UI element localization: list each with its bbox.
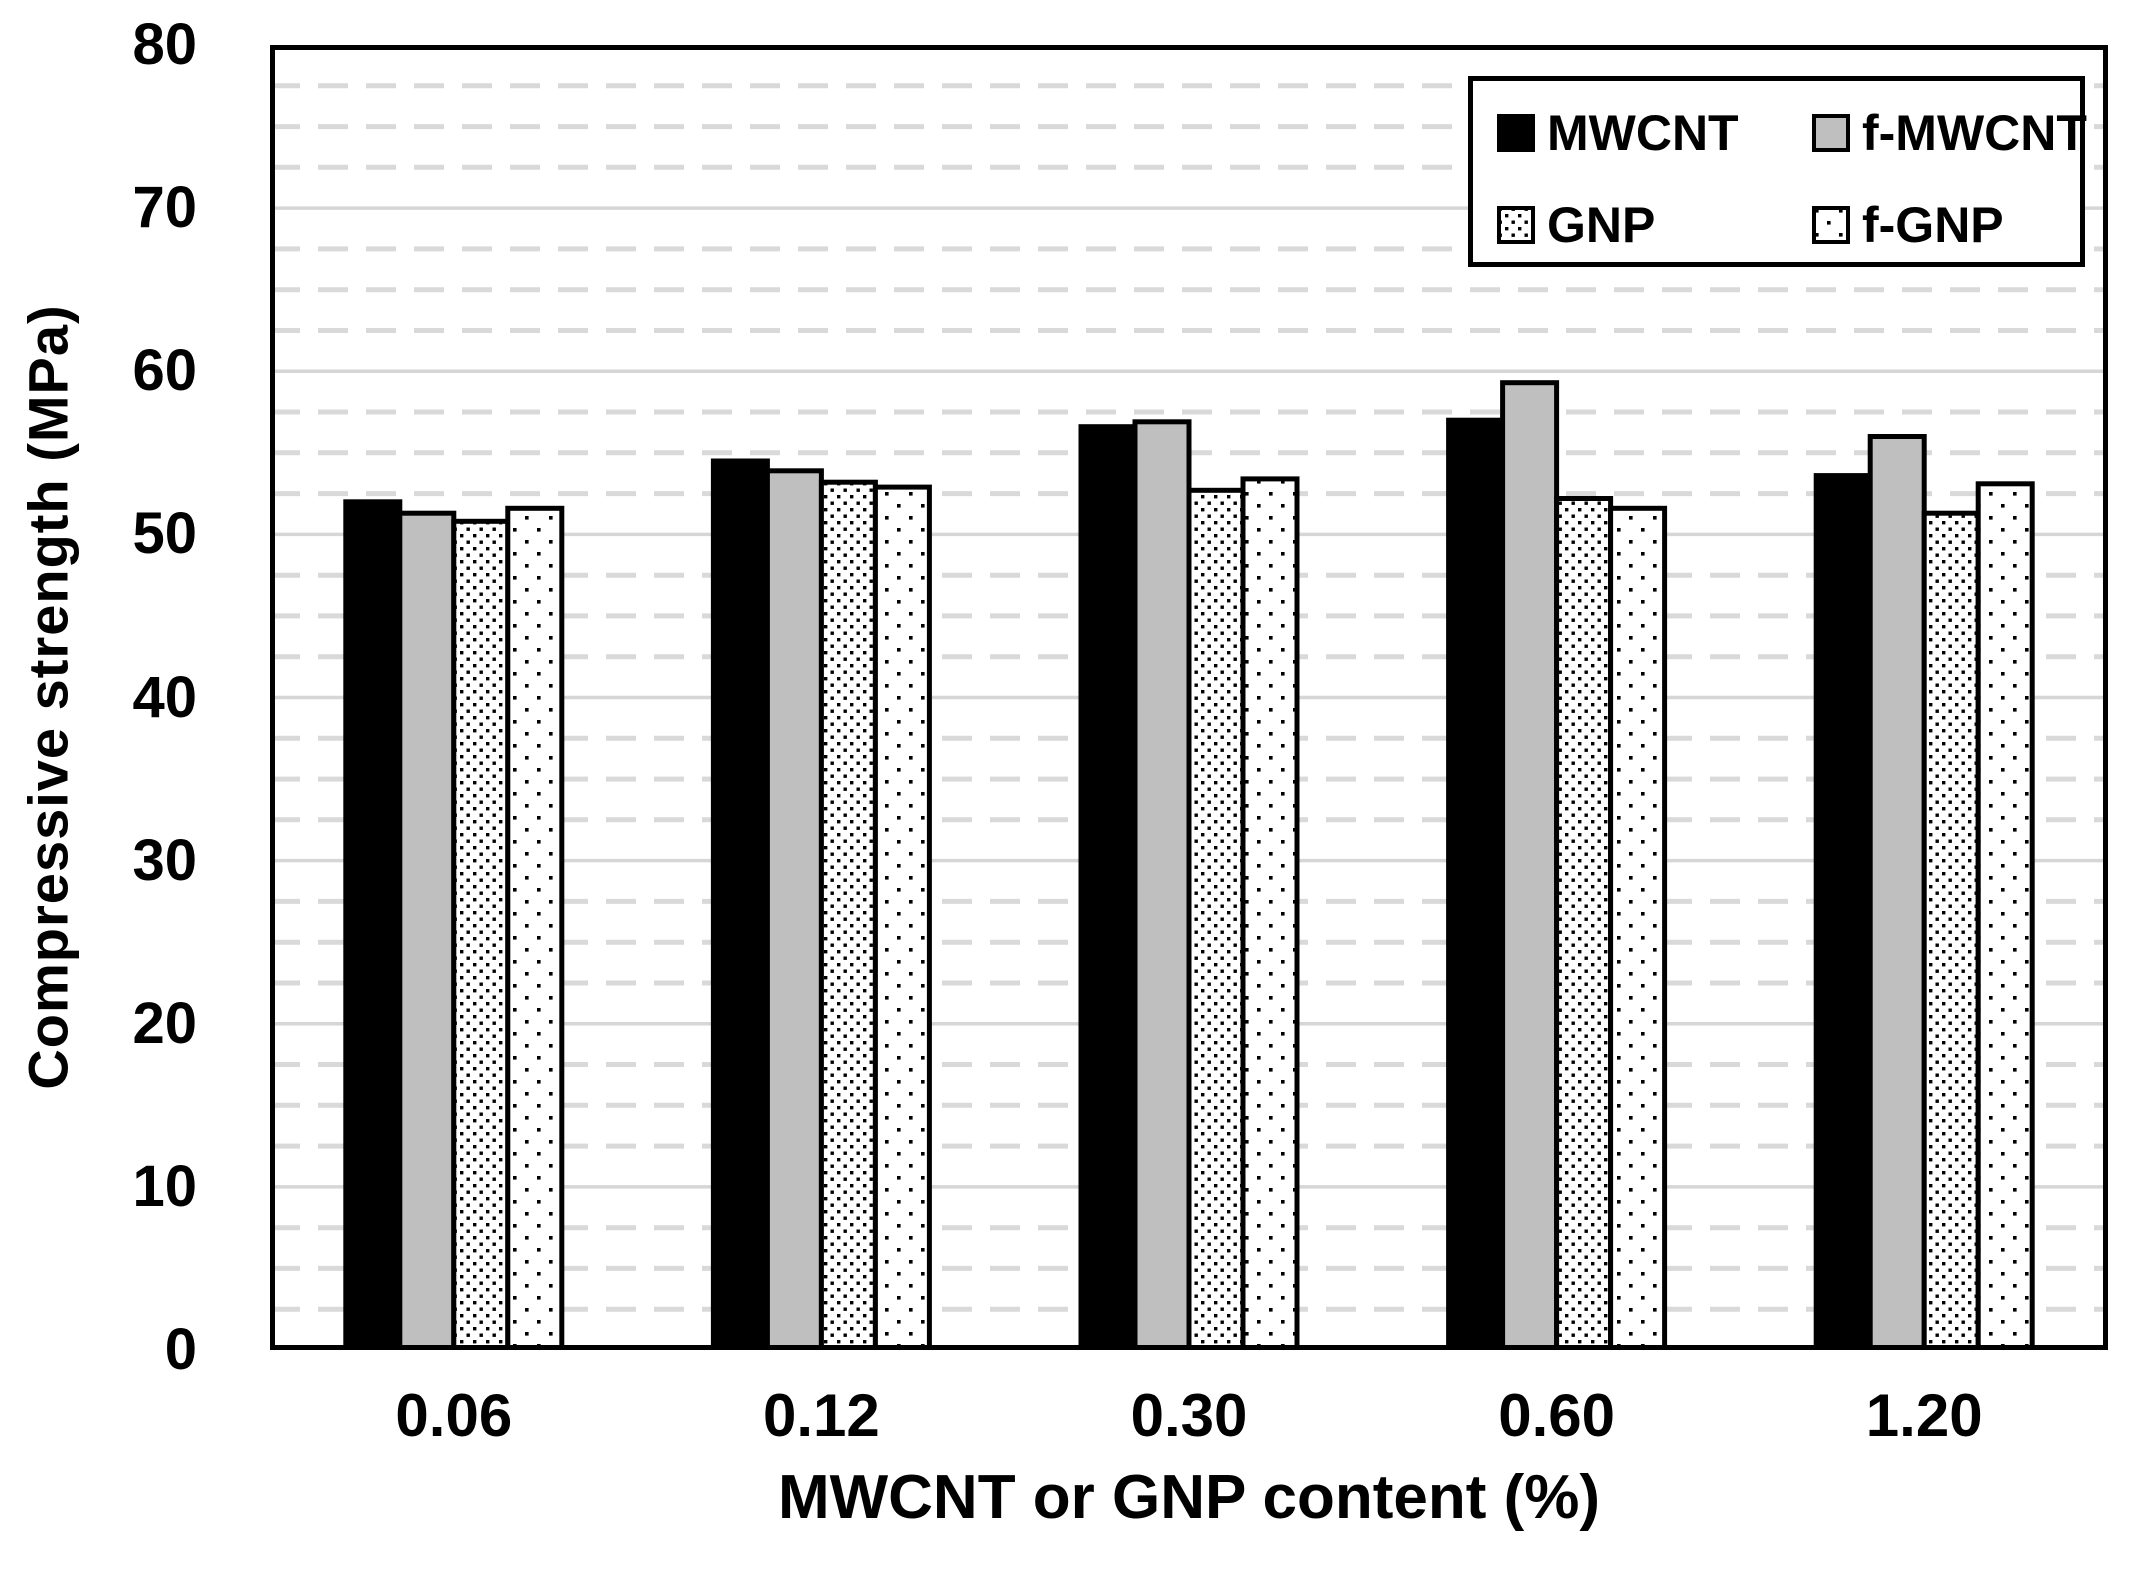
bar-gnp-0-06 [451, 518, 511, 1350]
bar-f-mwcnt-0-60 [1500, 380, 1560, 1350]
bar-f-gnp-0-12 [872, 484, 932, 1350]
y-tick-label: 40 [132, 664, 197, 730]
bar-mwcnt-0-06 [343, 499, 403, 1350]
legend-label: f-MWCNT [1862, 105, 2087, 161]
bar-f-gnp-0-30 [1240, 476, 1300, 1350]
legend-label: MWCNT [1547, 105, 1739, 161]
legend: MWCNT f-MWCNT [1468, 76, 2087, 267]
x-tick-label: 0.12 [763, 1382, 880, 1449]
bar-gnp-0-60 [1554, 496, 1614, 1350]
bar-f-mwcnt-0-30 [1132, 419, 1192, 1350]
x-axis-title: MWCNT or GNP content (%) [777, 1463, 1601, 1532]
legend-item-f-gnp: f-GNP [1812, 185, 2004, 265]
bar-f-mwcnt-1-20 [1867, 434, 1927, 1350]
legend-swatch-f-gnp [1812, 206, 1850, 244]
y-tick-label: 0 [164, 1317, 197, 1382]
x-tick-label: 0.06 [395, 1382, 513, 1449]
bar-gnp-0-30 [1186, 487, 1246, 1350]
bar-mwcnt-0-60 [1446, 417, 1506, 1350]
bar-f-mwcnt-0-06 [397, 510, 457, 1350]
plot-area [270, 45, 2108, 1350]
legend-swatch-gnp [1497, 206, 1535, 244]
plot-canvas [270, 45, 2108, 1350]
bar-f-mwcnt-0-12 [764, 468, 824, 1350]
legend-item-gnp: GNP [1497, 185, 1655, 265]
bar-mwcnt-0-30 [1078, 424, 1138, 1350]
y-tick-label: 70 [132, 175, 197, 241]
bar-mwcnt-0-12 [710, 458, 770, 1350]
bar-f-gnp-1-20 [1975, 481, 2035, 1350]
legend-swatch-f-mwcnt [1812, 114, 1850, 152]
legend-item-mwcnt: MWCNT [1497, 93, 1739, 173]
x-tick-label: 1.20 [1865, 1382, 1983, 1449]
y-tick-label: 30 [132, 827, 197, 893]
bar-mwcnt-1-20 [1813, 473, 1873, 1350]
legend-swatch-mwcnt [1497, 114, 1535, 152]
legend-label: f-GNP [1862, 197, 2004, 253]
legend-item-f-mwcnt: f-MWCNT [1812, 93, 2087, 173]
bar-gnp-1-20 [1921, 510, 1981, 1350]
y-tick-label: 60 [132, 338, 197, 404]
y-tick-label: 50 [132, 501, 197, 567]
y-tick-label: 80 [132, 12, 197, 77]
x-tick-label: 0.60 [1498, 1382, 1615, 1449]
bar-gnp-0-12 [818, 479, 878, 1350]
y-tick-label: 10 [132, 1153, 197, 1219]
plot-border [270, 45, 2108, 1350]
legend-label: GNP [1547, 197, 1656, 253]
bar-f-gnp-0-60 [1608, 505, 1668, 1350]
x-tick-label: 0.30 [1130, 1382, 1248, 1449]
y-tick-label: 20 [132, 990, 197, 1056]
bar-f-gnp-0-06 [505, 505, 565, 1350]
